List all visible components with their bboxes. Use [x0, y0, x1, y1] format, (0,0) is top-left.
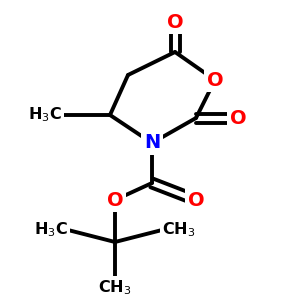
Text: O: O [107, 190, 123, 209]
Text: H$_3$C: H$_3$C [28, 106, 62, 124]
Text: N: N [144, 134, 160, 152]
Text: O: O [207, 70, 223, 89]
Text: O: O [230, 109, 246, 128]
Text: CH$_3$: CH$_3$ [98, 278, 132, 297]
Text: O: O [167, 13, 183, 32]
Text: O: O [188, 190, 204, 209]
Text: CH$_3$: CH$_3$ [162, 221, 195, 239]
Text: H$_3$C: H$_3$C [34, 221, 68, 239]
